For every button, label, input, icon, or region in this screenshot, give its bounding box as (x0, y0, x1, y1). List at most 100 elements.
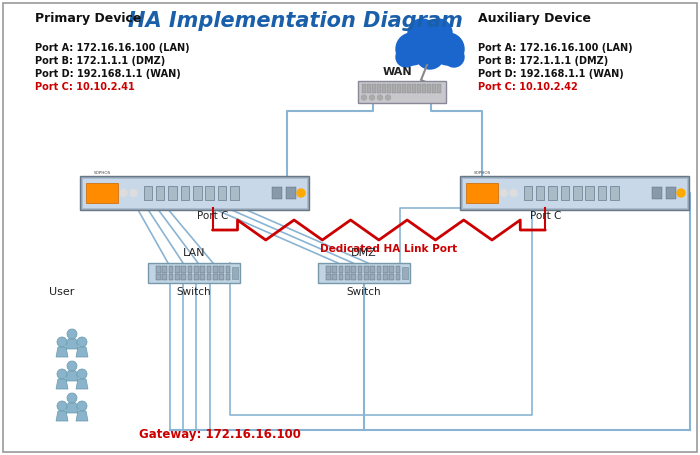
Bar (427, 84, 430, 93)
Bar (395, 273, 400, 280)
Circle shape (408, 21, 452, 65)
Text: Port C: 10.10.2.42: Port C: 10.10.2.42 (478, 82, 578, 92)
Bar (345, 266, 350, 273)
Polygon shape (76, 347, 88, 357)
Circle shape (120, 189, 127, 197)
Bar (332, 273, 337, 280)
Bar (339, 266, 344, 273)
FancyBboxPatch shape (462, 178, 687, 208)
Bar (395, 266, 400, 273)
Circle shape (361, 95, 367, 100)
Circle shape (77, 369, 87, 379)
Bar (156, 273, 161, 280)
Bar (383, 273, 388, 280)
Text: SOPHOS: SOPHOS (94, 171, 111, 175)
Circle shape (424, 19, 452, 47)
FancyBboxPatch shape (358, 81, 446, 103)
Bar (188, 273, 193, 280)
Circle shape (67, 361, 77, 371)
Text: Switch: Switch (346, 287, 382, 297)
Polygon shape (66, 339, 78, 349)
Circle shape (370, 95, 374, 100)
Bar (339, 273, 344, 280)
Bar (666, 187, 676, 199)
Bar (175, 273, 180, 280)
Bar (225, 266, 230, 273)
Polygon shape (56, 347, 68, 357)
FancyBboxPatch shape (232, 267, 238, 279)
Text: Port C: Port C (530, 211, 561, 221)
Text: Port A: 172.16.16.100 (LAN): Port A: 172.16.16.100 (LAN) (35, 43, 190, 53)
Circle shape (57, 401, 67, 411)
Circle shape (377, 95, 382, 100)
Bar (326, 266, 330, 273)
Circle shape (396, 47, 416, 67)
Bar (389, 273, 394, 280)
Text: Port D: 192.168.1.1 (WAN): Port D: 192.168.1.1 (WAN) (478, 69, 624, 79)
Bar (194, 273, 199, 280)
FancyBboxPatch shape (148, 263, 240, 283)
Polygon shape (76, 411, 88, 421)
Circle shape (386, 95, 391, 100)
Bar (286, 187, 296, 199)
Text: Auxiliary Device: Auxiliary Device (478, 12, 591, 25)
Bar (524, 187, 532, 200)
Bar (407, 84, 410, 93)
Bar (351, 273, 356, 280)
Bar (358, 266, 363, 273)
Bar (194, 266, 199, 273)
Bar (193, 187, 202, 200)
Text: Port C: 10.10.2.41: Port C: 10.10.2.41 (35, 82, 134, 92)
Bar (392, 84, 396, 93)
Bar (200, 273, 205, 280)
Text: LAN: LAN (183, 248, 205, 258)
Bar (181, 187, 189, 200)
Bar (175, 266, 180, 273)
FancyBboxPatch shape (86, 183, 118, 202)
Bar (213, 266, 218, 273)
Bar (382, 84, 386, 93)
Bar (389, 266, 394, 273)
Bar (206, 273, 211, 280)
Circle shape (432, 33, 464, 65)
Circle shape (416, 41, 444, 69)
Bar (422, 84, 426, 93)
Bar (345, 273, 350, 280)
Text: DMZ: DMZ (351, 248, 377, 258)
Bar (561, 187, 569, 200)
Bar (377, 84, 381, 93)
FancyBboxPatch shape (3, 3, 697, 452)
Bar (370, 273, 375, 280)
Circle shape (57, 369, 67, 379)
Bar (370, 266, 375, 273)
Circle shape (297, 189, 305, 197)
Bar (332, 266, 337, 273)
Bar (169, 273, 174, 280)
Circle shape (510, 189, 517, 197)
Circle shape (67, 393, 77, 403)
Circle shape (500, 189, 507, 197)
Polygon shape (66, 403, 78, 413)
Text: Port B: 172.1.1.1 (DMZ): Port B: 172.1.1.1 (DMZ) (35, 56, 165, 66)
Bar (377, 266, 382, 273)
Bar (206, 266, 211, 273)
Circle shape (677, 189, 685, 197)
Circle shape (396, 33, 428, 65)
FancyBboxPatch shape (80, 176, 309, 210)
Bar (364, 273, 369, 280)
Bar (362, 84, 365, 93)
Bar (144, 187, 152, 200)
Bar (652, 187, 662, 199)
Bar (387, 84, 391, 93)
Bar (610, 187, 619, 200)
Bar (432, 84, 435, 93)
FancyBboxPatch shape (460, 176, 689, 210)
Bar (181, 273, 186, 280)
Bar (585, 187, 594, 200)
Bar (412, 84, 416, 93)
Bar (367, 84, 370, 93)
Bar (200, 266, 205, 273)
Bar (437, 84, 440, 93)
Bar (402, 84, 405, 93)
Bar (372, 84, 375, 93)
